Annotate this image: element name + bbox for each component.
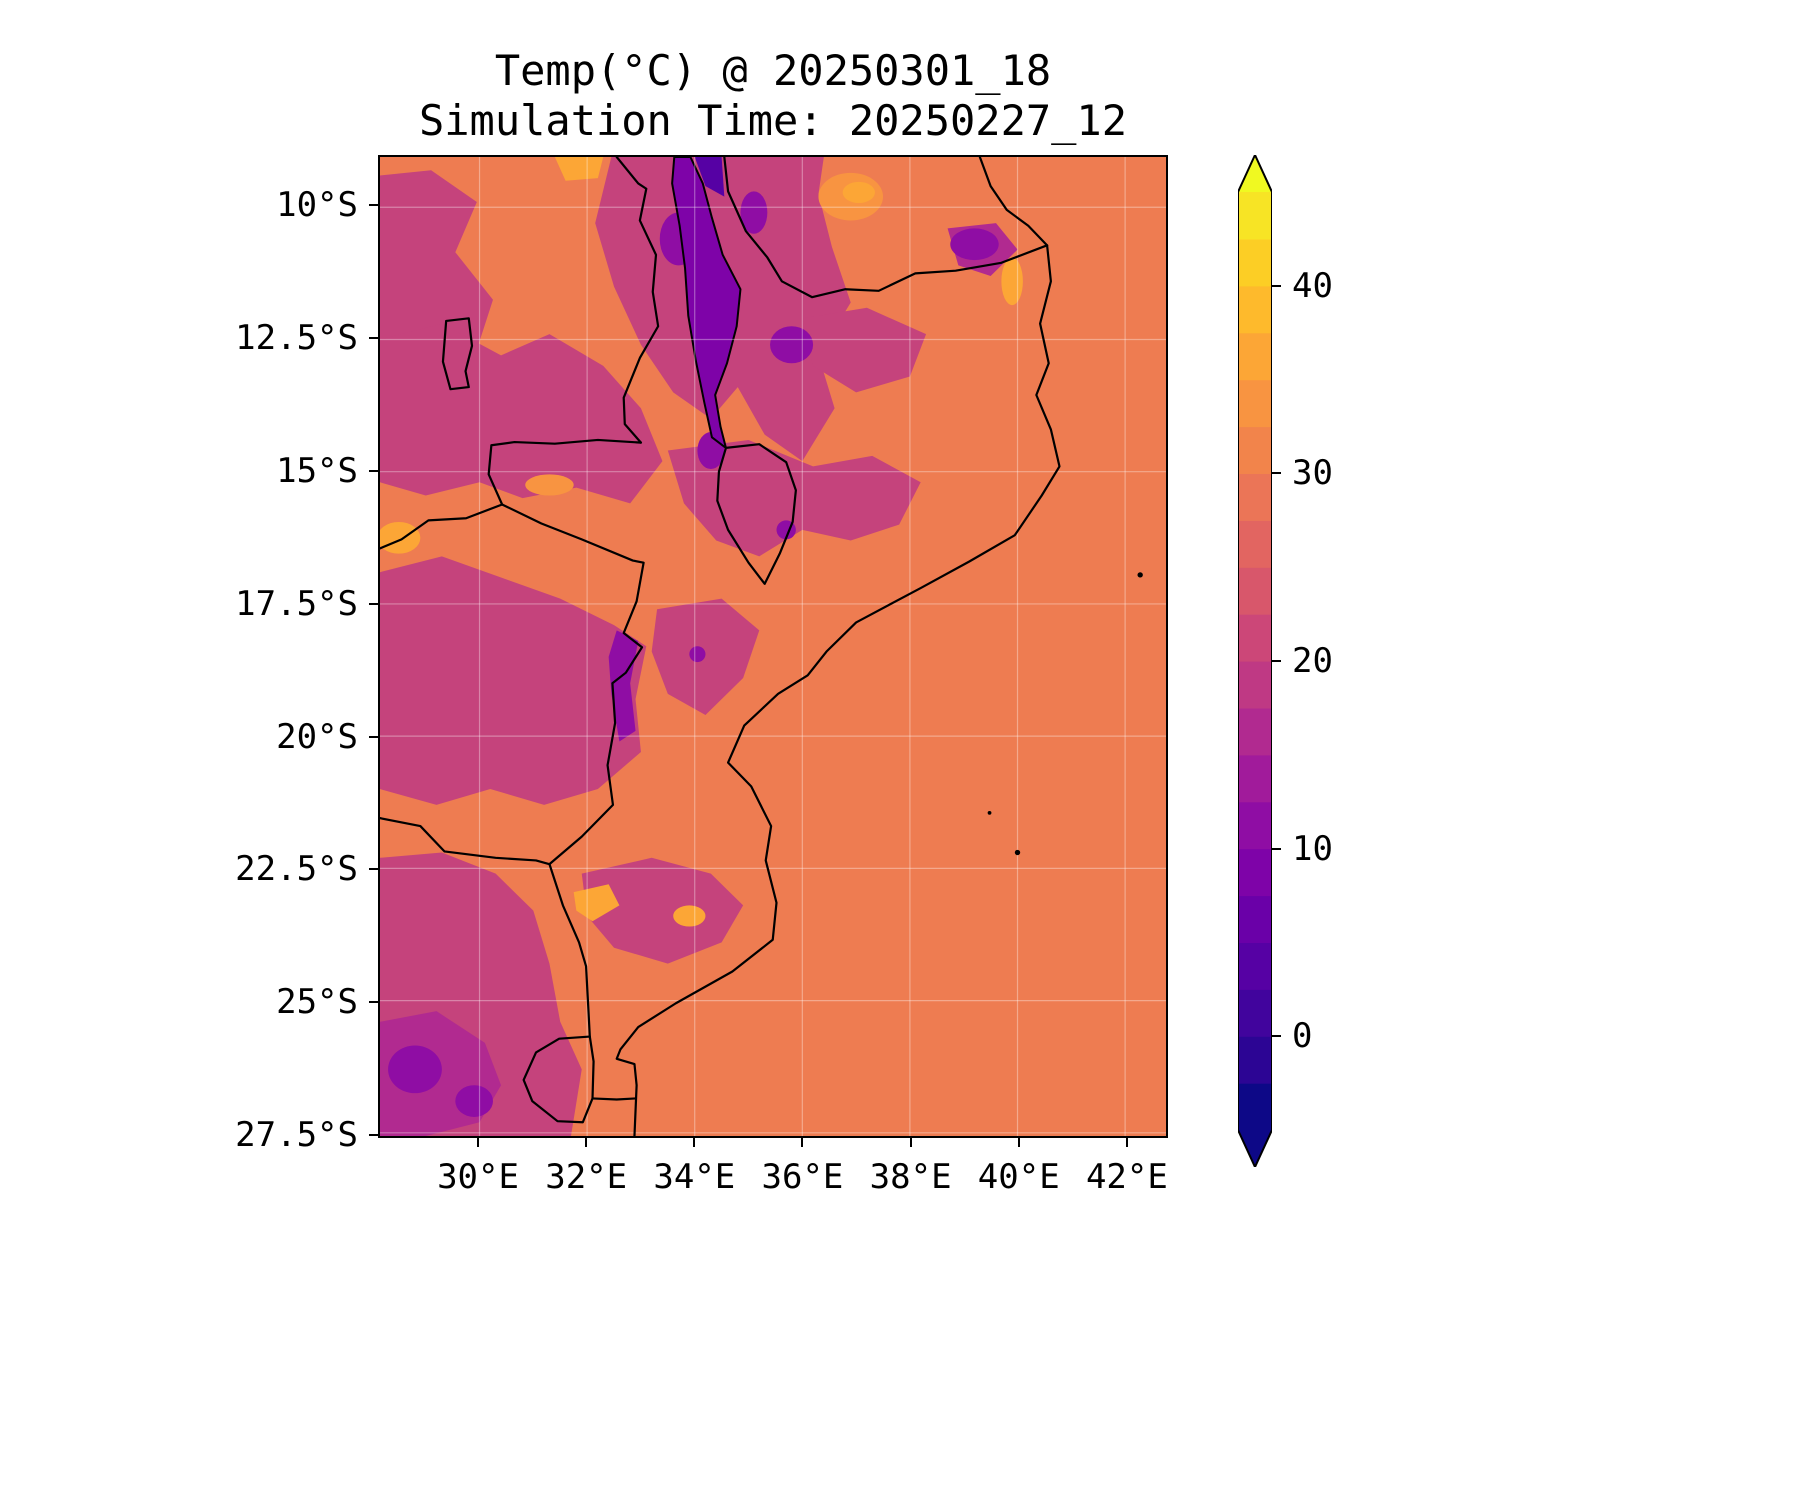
colorbar-band	[1238, 520, 1272, 568]
malawi-west-border	[617, 157, 658, 443]
x-tick-mark	[693, 1138, 696, 1147]
x-tick-label: 34°E	[653, 1157, 736, 1197]
colorbar-tick-label: 10	[1292, 828, 1333, 869]
x-tick-mark	[909, 1138, 912, 1147]
x-tick-label: 38°E	[869, 1157, 952, 1197]
colorbar	[1238, 155, 1272, 1167]
island-dots	[987, 572, 1143, 856]
zambezi-border	[380, 504, 502, 548]
colorbar-tick-label: 20	[1292, 641, 1333, 681]
x-tick-mark	[477, 1138, 480, 1147]
colorbar-band	[1238, 285, 1272, 334]
colorbar-band	[1238, 238, 1272, 287]
colorbar-band	[1238, 989, 1272, 1037]
colorbar-band	[1238, 567, 1272, 615]
temperature-patches	[380, 157, 1023, 1136]
colorbar-band	[1238, 707, 1272, 756]
colorbar-tick-mark	[1272, 660, 1281, 662]
x-tick-mark	[1125, 1138, 1128, 1147]
colorbar-tick-mark	[1272, 1035, 1281, 1038]
colorbar-tick-mark	[1272, 284, 1281, 287]
x-tick-label: 42°E	[1085, 1157, 1168, 1197]
map-plot-area	[378, 155, 1168, 1138]
colorbar-extend-under	[1238, 1130, 1272, 1167]
y-tick-label: 27.5°S	[235, 1114, 358, 1155]
y-tick-mark	[369, 204, 378, 207]
y-tick-mark	[369, 602, 378, 605]
malawi-south-border	[717, 444, 796, 584]
y-tick-label: 10°S	[276, 185, 358, 226]
y-tick-mark	[369, 735, 378, 738]
x-tick-label: 36°E	[761, 1157, 844, 1197]
y-tick-mark	[369, 1001, 378, 1004]
y-tick-mark	[369, 868, 378, 871]
limpopo-border	[380, 818, 549, 864]
temperature-map-canvas	[380, 157, 1166, 1136]
europa-island	[1014, 849, 1021, 856]
y-tick-label: 25°S	[276, 982, 358, 1023]
colorbar-band	[1238, 661, 1272, 709]
colorbar-tick-label: 40	[1292, 265, 1333, 306]
zambia-mozambique-border	[489, 440, 641, 505]
y-tick-label: 15°S	[276, 450, 358, 491]
colorbar-tick-mark	[1272, 472, 1281, 475]
y-tick-label: 17.5°S	[235, 583, 358, 624]
colorbar-band	[1238, 473, 1272, 521]
x-tick-mark	[585, 1138, 588, 1147]
rovuma-border	[724, 157, 1047, 297]
colorbar-band	[1238, 801, 1272, 850]
mozambique-southafrica-border	[593, 1098, 636, 1099]
colorbar-band	[1238, 379, 1272, 428]
mozambique-zimbabwe-border	[502, 504, 643, 864]
colorbar-tick-mark	[1272, 847, 1281, 850]
inland-lake-outline	[443, 318, 472, 389]
plot-title: Temp(°C) @ 20250301_18 Simulation Time: …	[378, 46, 1168, 145]
colorbar-extend-over	[1238, 155, 1272, 192]
y-tick-mark	[369, 337, 378, 340]
juan-de-nova-island	[1137, 572, 1143, 578]
title-line-1: Temp(°C) @ 20250301_18	[494, 46, 1052, 95]
colorbar-band	[1238, 426, 1272, 474]
title-line-2: Simulation Time: 20250227_12	[418, 95, 1127, 145]
x-tick-mark	[1017, 1138, 1020, 1147]
y-tick-mark	[369, 469, 378, 472]
lebombo-border	[549, 864, 589, 1036]
y-tick-label: 22.5°S	[235, 849, 358, 890]
y-tick-mark	[369, 1133, 378, 1136]
bassas-da-india-island	[987, 810, 992, 815]
x-tick-label: 40°E	[977, 1157, 1060, 1197]
colorbar-band	[1238, 1083, 1272, 1131]
colorbar-band	[1238, 895, 1272, 943]
x-tick-label: 32°E	[545, 1157, 628, 1197]
country-borders	[380, 157, 1059, 1136]
eswatini-border	[524, 1037, 594, 1123]
colorbar-band	[1238, 848, 1272, 897]
y-tick-label: 20°S	[276, 716, 358, 757]
colorbar-band	[1238, 332, 1272, 381]
colorbar-band	[1238, 1036, 1272, 1084]
y-tick-label: 12.5°S	[235, 318, 358, 359]
coastline	[617, 157, 1060, 1136]
graticule-gridlines	[380, 157, 1166, 1136]
colorbar-band	[1238, 192, 1272, 240]
x-tick-mark	[801, 1138, 804, 1147]
colorbar-band	[1238, 614, 1272, 662]
colorbar-tick-label: 0	[1292, 1016, 1313, 1057]
x-tick-label: 30°E	[437, 1157, 519, 1197]
colorbar-band	[1238, 754, 1272, 803]
colorbar-tick-label: 30	[1292, 453, 1333, 494]
colorbar-band	[1238, 942, 1272, 990]
